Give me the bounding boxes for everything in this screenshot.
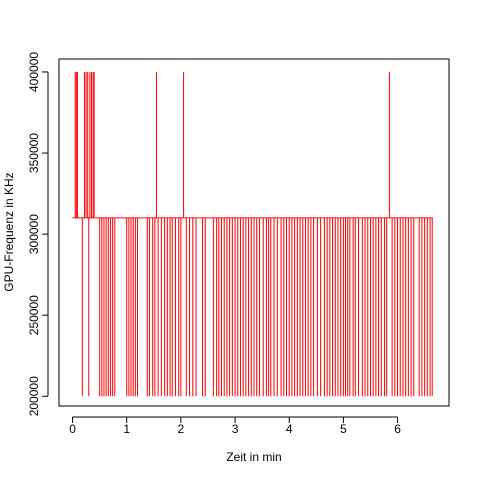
x-tick-label: 0 — [69, 422, 76, 436]
y-tick-label: 250000 — [27, 295, 41, 335]
x-tick-label: 5 — [340, 422, 347, 436]
x-tick-label: 2 — [178, 422, 185, 436]
x-tick-label: 1 — [123, 422, 130, 436]
y-tick-label: 300000 — [27, 214, 41, 254]
x-tick-label: 4 — [286, 422, 293, 436]
x-axis-label: Zeit in min — [226, 450, 281, 464]
y-axis-label: GPU-Frequenz in KHz — [2, 172, 16, 291]
x-tick-label: 6 — [394, 422, 401, 436]
y-tick-label: 350000 — [27, 133, 41, 173]
x-tick-label: 3 — [232, 422, 239, 436]
plot-box — [58, 58, 450, 407]
axis-layer: 0 1 2 3 4 5 6 200000 250000 300000 350000 400000 — [27, 52, 401, 436]
y-tick-label: 400000 — [27, 52, 41, 92]
series-layer — [72, 71, 433, 397]
y-tick-label: 200000 — [27, 376, 41, 416]
